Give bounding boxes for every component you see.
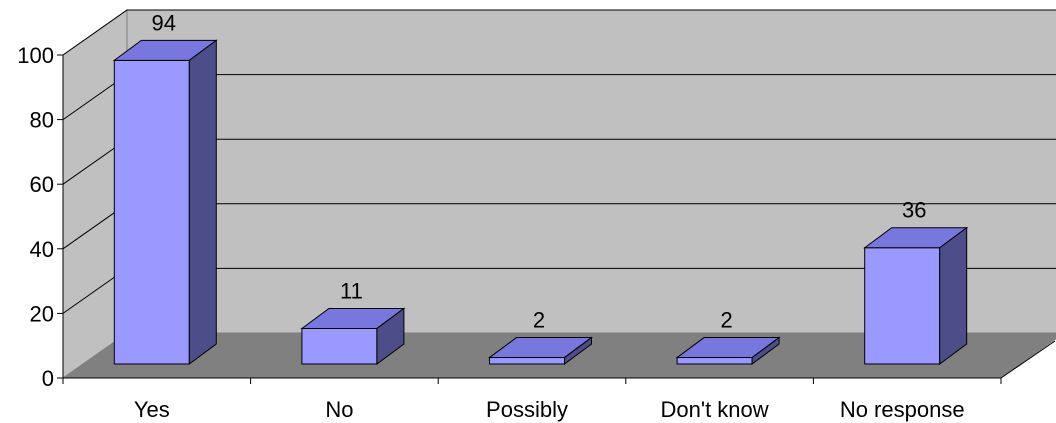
data-label: 94 bbox=[152, 10, 176, 35]
data-label: 2 bbox=[720, 308, 732, 333]
y-tick-label: 100 bbox=[17, 43, 54, 68]
y-tick-label: 80 bbox=[30, 108, 54, 133]
bar bbox=[863, 226, 969, 365]
bar-front bbox=[864, 247, 941, 365]
y-tick-label: 0 bbox=[42, 366, 54, 391]
y-tick-label: 20 bbox=[30, 301, 54, 326]
bars bbox=[112, 39, 969, 365]
data-label: 2 bbox=[533, 308, 545, 333]
bar-side bbox=[751, 336, 780, 365]
gridline bbox=[62, 9, 1056, 56]
category-label: Yes bbox=[134, 397, 170, 422]
data-label: 11 bbox=[340, 278, 363, 303]
category-label: Possibly bbox=[486, 397, 568, 422]
bar-side bbox=[188, 39, 217, 365]
category-label: No bbox=[325, 397, 353, 422]
bar-side bbox=[564, 336, 592, 365]
y-tick-label: 40 bbox=[30, 237, 54, 262]
bar-front bbox=[489, 357, 565, 365]
labels: 0 20 40 60 80 100 94 Yes 11 No 2 Possibly 2 Don't kno… bbox=[17, 10, 964, 422]
bar-front bbox=[676, 357, 753, 365]
bar-front bbox=[301, 327, 378, 365]
bar-side bbox=[376, 307, 405, 365]
bar bbox=[112, 39, 218, 365]
bar-side bbox=[939, 226, 968, 365]
y-tick-label: 60 bbox=[30, 172, 54, 197]
bar-front bbox=[113, 59, 190, 365]
bar bbox=[675, 336, 781, 365]
floor-edge bbox=[1000, 340, 1056, 379]
axes bbox=[57, 54, 1056, 384]
bar bbox=[300, 307, 406, 365]
category-label: Don't know bbox=[661, 397, 769, 422]
data-label: 36 bbox=[902, 198, 926, 223]
bar bbox=[487, 336, 594, 365]
category-label: No response bbox=[840, 397, 965, 422]
